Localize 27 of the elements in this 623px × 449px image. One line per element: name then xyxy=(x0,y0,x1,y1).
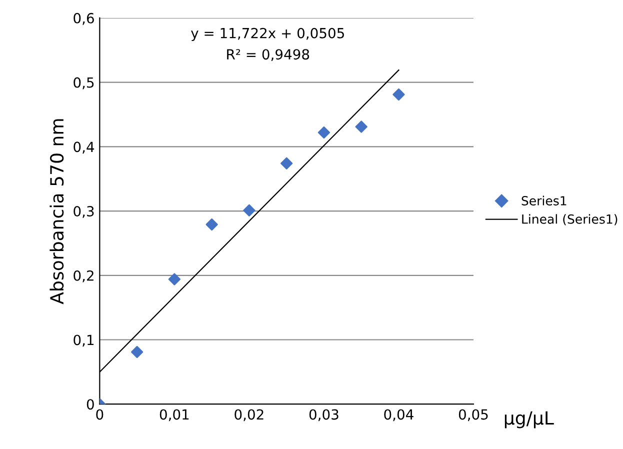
x-tick-label: 0,05 xyxy=(458,409,488,422)
point xyxy=(206,218,218,231)
x-tick-label: 0,01 xyxy=(160,409,189,422)
y-tick-label: 0,4 xyxy=(74,142,94,154)
point xyxy=(355,120,368,133)
x-tick-label: 0 xyxy=(96,409,104,420)
point xyxy=(243,204,256,216)
y-axis-title: Absorbancia 570 nm xyxy=(50,119,64,304)
x-axis-title: µg/µL xyxy=(504,411,554,428)
point xyxy=(130,346,144,358)
annotation: y = 11,722x + 0,0505 xyxy=(191,28,344,42)
point xyxy=(392,88,405,101)
legend-label: Lineal (Series1) xyxy=(522,214,618,226)
legend-label: Series1 xyxy=(522,196,566,206)
point xyxy=(318,126,330,139)
y-tick-label: 0,3 xyxy=(74,206,94,218)
x-tick-label: 0,03 xyxy=(309,409,338,422)
y-tick-label: 0,6 xyxy=(74,12,94,25)
point xyxy=(168,273,181,286)
point xyxy=(280,157,293,170)
y-tick-label: 0,1 xyxy=(74,334,94,347)
annotation: R² = 0,9498 xyxy=(227,49,310,62)
x-tick-label: 0,04 xyxy=(384,409,414,422)
y-tick-label: 0,2 xyxy=(74,270,94,282)
x-tick-label: 0,02 xyxy=(234,409,264,422)
y-tick-label: 0 xyxy=(86,399,94,410)
y-tick-label: 0,5 xyxy=(74,77,94,90)
